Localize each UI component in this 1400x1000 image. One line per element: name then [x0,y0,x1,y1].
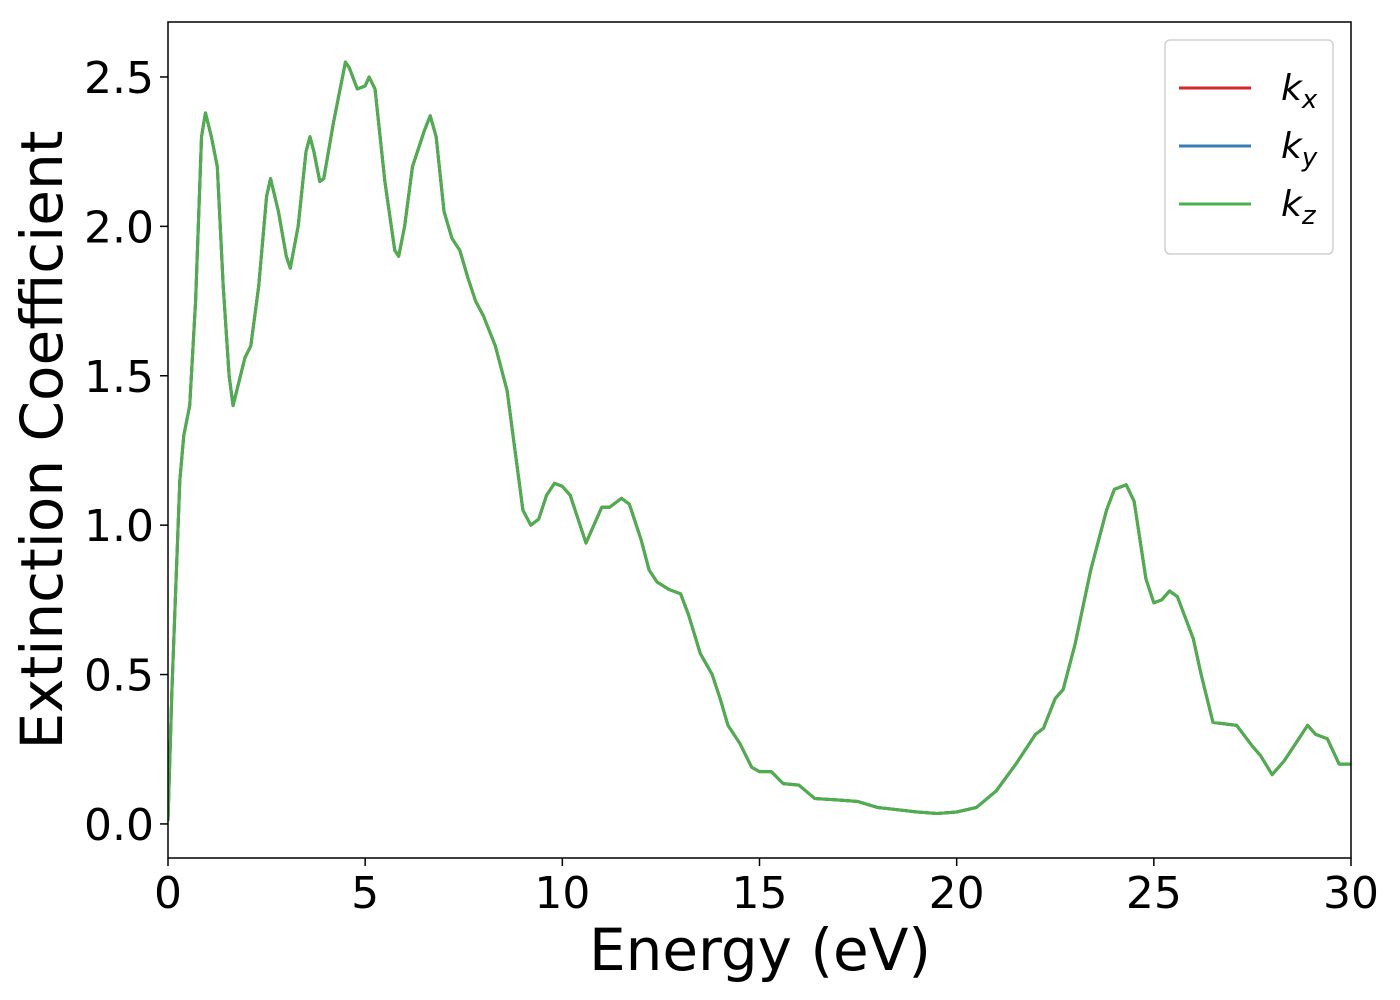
x-tick-label: 10 [534,868,590,919]
legend-label-sub: z [1301,201,1317,231]
data-line [168,60,1351,821]
y-tick-label: 0.0 [84,800,154,851]
x-tick-label: 5 [351,868,379,919]
legend-label-sub: y [1301,143,1318,173]
legend-label-main: k [1281,184,1304,225]
x-tick-label: 30 [1323,868,1379,919]
y-tick-label: 0.5 [84,651,154,702]
x-axis-label: Energy (eV) [589,916,931,984]
y-tick-label: 2.5 [84,53,154,104]
legend-label-main: k [1281,68,1304,109]
x-tick-label: 0 [154,868,182,919]
x-tick-label: 20 [929,868,985,919]
x-tick-label: 25 [1126,868,1182,919]
y-tick-label: 1.5 [84,352,154,403]
legend-label: ky [1281,126,1318,173]
y-axis-label: Extinction Coefficient [8,131,76,750]
y-tick-label: 2.0 [84,202,154,253]
legend-label-main: k [1281,126,1304,167]
legend-label: kx [1281,68,1318,115]
plot-frame [167,21,1352,859]
legend-label: kz [1281,184,1317,231]
legend-label-sub: x [1301,85,1318,115]
x-tick-label: 15 [732,868,788,919]
y-tick-label: 1.0 [84,501,154,552]
